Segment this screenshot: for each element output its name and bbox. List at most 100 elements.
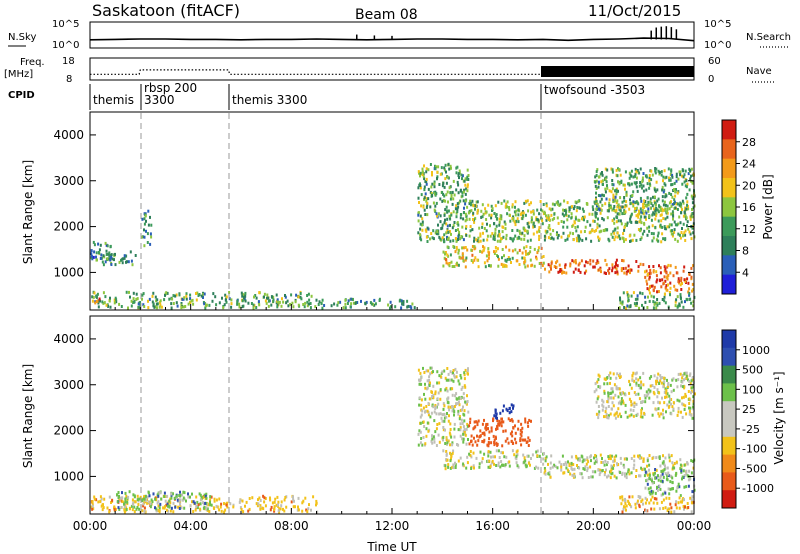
scatter-cell	[418, 171, 420, 175]
scatter-cell	[517, 220, 520, 224]
scatter-cell	[678, 304, 681, 308]
scatter-cell	[456, 263, 459, 267]
scatter-cell	[479, 234, 482, 238]
scatter-cell	[495, 213, 498, 217]
scatter-cell	[492, 234, 495, 238]
scatter-cell	[300, 297, 303, 301]
scatter-cell	[638, 386, 641, 390]
scatter-cell	[449, 451, 451, 455]
scatter-cell	[97, 500, 100, 504]
scatter-cell	[690, 459, 693, 463]
scatter-cell	[508, 460, 511, 464]
scatter-cell	[646, 498, 648, 502]
scatter-cell	[532, 210, 535, 213]
scatter-cell	[691, 495, 694, 499]
scatter-cell	[306, 294, 309, 297]
scatter-cell	[687, 378, 689, 382]
scatter-cell	[157, 500, 160, 504]
scatter-cell	[430, 185, 433, 189]
scatter-cell	[444, 428, 446, 432]
scatter-cell	[456, 207, 459, 211]
scatter-cell	[365, 300, 368, 304]
colorbar-tick-label: 100	[742, 383, 763, 396]
scatter-cell	[460, 376, 463, 380]
scatter-cell	[168, 504, 171, 508]
scatter-cell	[674, 190, 677, 194]
scatter-cell	[654, 169, 657, 173]
scatter-cell	[417, 368, 420, 372]
scatter-cell	[649, 486, 652, 490]
scatter-cell	[632, 190, 635, 194]
scatter-cell	[677, 222, 680, 226]
scatter-cell	[606, 168, 609, 172]
scatter-cell	[622, 183, 625, 187]
scatter-cell	[671, 203, 674, 207]
scatter-cell	[675, 172, 678, 176]
scatter-cell	[254, 294, 257, 297]
scatter-cell	[688, 402, 691, 405]
scatter-cell	[138, 306, 141, 310]
scatter-cell	[170, 494, 173, 498]
scatter-cell	[669, 178, 672, 182]
scatter-cell	[591, 228, 594, 232]
scatter-cell	[495, 224, 498, 228]
scatter-cell	[142, 292, 145, 296]
scatter-cell	[432, 405, 435, 409]
scatter-cell	[584, 465, 587, 469]
scatter-cell	[550, 236, 553, 240]
scatter-cell	[502, 463, 505, 467]
scatter-cell	[463, 384, 466, 388]
scatter-cell	[283, 509, 286, 513]
scatter-cell	[682, 305, 685, 309]
scatter-cell	[638, 456, 641, 460]
scatter-cell	[199, 498, 202, 502]
scatter-cell	[613, 209, 616, 212]
scatter-cell	[617, 180, 620, 184]
scatter-cell	[578, 234, 581, 238]
scatter-cell	[443, 412, 446, 416]
scatter-cell	[109, 305, 112, 309]
scatter-cell	[315, 503, 317, 507]
scatter-cell	[306, 510, 309, 514]
scatter-cell	[138, 507, 141, 511]
scatter-cell	[650, 284, 653, 288]
scatter-cell	[614, 195, 617, 199]
scatter-cell	[684, 404, 687, 408]
scatter-cell	[554, 464, 557, 468]
scatter-cell	[459, 374, 462, 377]
scatter-cell	[456, 397, 459, 401]
scatter-cell	[150, 223, 153, 227]
scatter-cell	[624, 472, 626, 476]
scatter-cell	[289, 302, 292, 306]
scatter-cell	[480, 460, 483, 464]
scatter-cell	[569, 472, 572, 476]
scatter-cell	[190, 299, 193, 303]
scatter-cell	[604, 187, 607, 191]
scatter-cell	[615, 454, 618, 458]
scatter-cell	[644, 467, 646, 471]
scatter-cell	[464, 177, 467, 181]
scatter-cell	[520, 211, 523, 215]
scatter-cell	[419, 430, 422, 434]
scatter-cell	[284, 496, 287, 499]
scatter-cell	[505, 407, 508, 411]
scatter-cell	[669, 487, 672, 491]
scatter-cell	[658, 455, 661, 459]
scatter-cell	[693, 488, 696, 492]
scatter-cell	[425, 197, 428, 201]
scatter-cell	[433, 410, 436, 414]
scatter-cell	[181, 498, 184, 502]
scatter-cell	[616, 272, 619, 276]
scatter-cell	[662, 408, 664, 412]
scatter-cell	[443, 166, 446, 170]
scatter-cell	[626, 415, 629, 419]
scatter-cell	[591, 212, 594, 216]
scatter-cell	[595, 187, 598, 190]
scatter-cell	[517, 427, 520, 431]
scatter-cell	[339, 300, 342, 304]
scatter-cell	[458, 230, 461, 234]
scatter-cell	[447, 439, 450, 443]
scatter-cell	[513, 220, 516, 224]
scatter-cell	[473, 204, 476, 208]
scatter-cell	[542, 203, 545, 206]
